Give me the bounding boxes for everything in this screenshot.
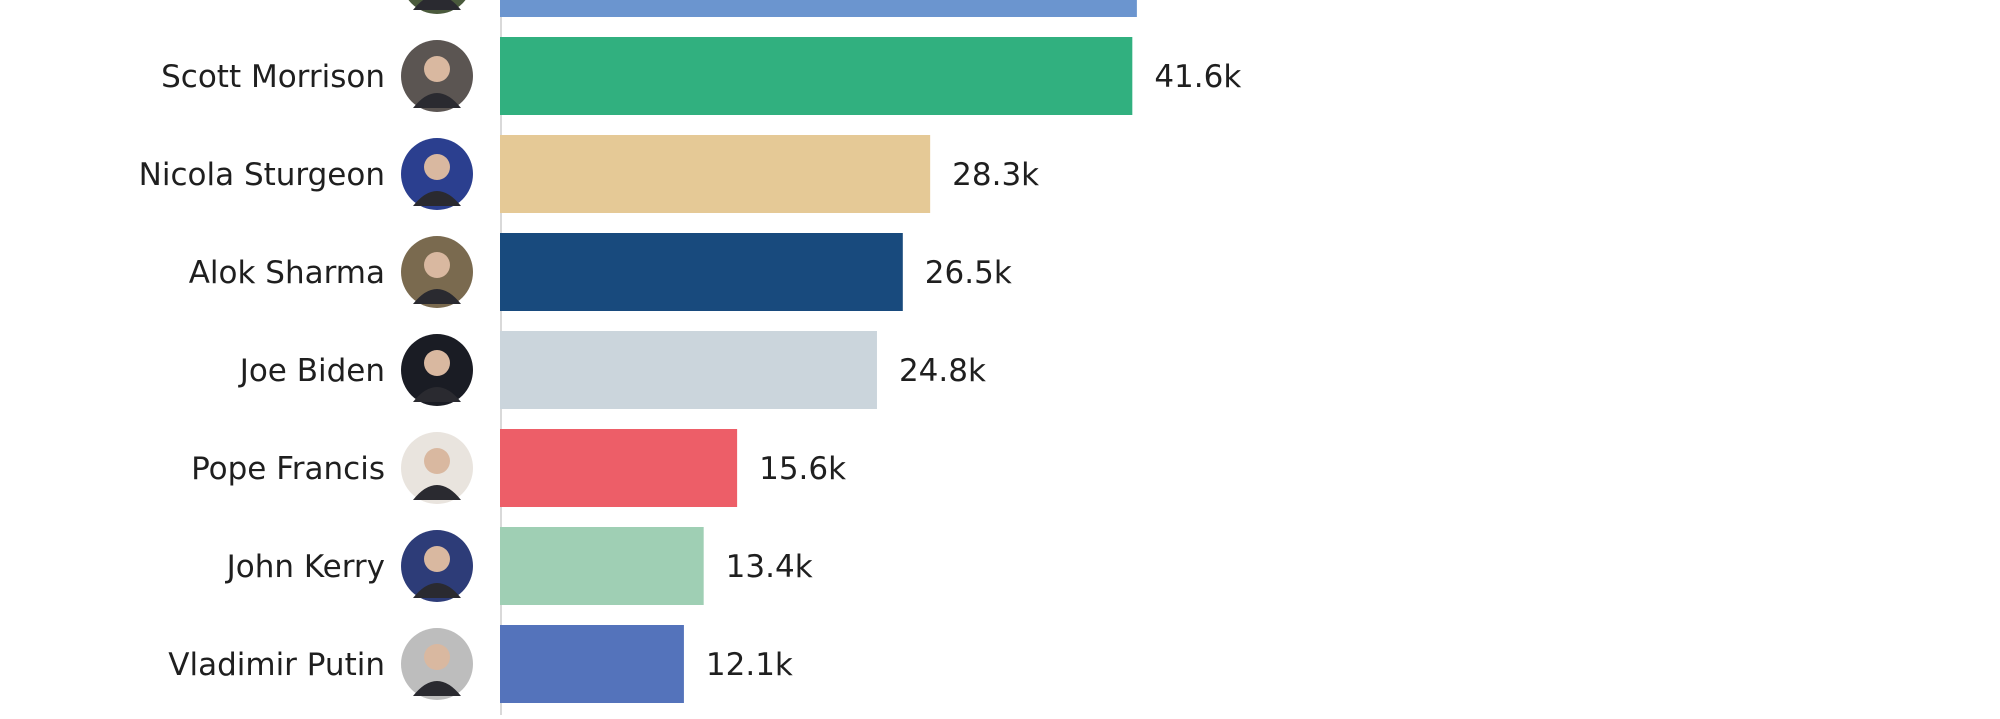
bar-pope-francis bbox=[500, 429, 738, 507]
bar-joe-biden bbox=[500, 331, 877, 409]
avatar-face-icon bbox=[424, 448, 450, 474]
avatar-shoulders-icon bbox=[413, 681, 461, 696]
value-label: 41.6k bbox=[1154, 59, 1241, 95]
bar-nicola-sturgeon bbox=[500, 135, 931, 213]
value-label: 28.3k bbox=[952, 157, 1039, 193]
bar-greta-thunberg bbox=[500, 0, 1137, 17]
avatar-shoulders-icon bbox=[413, 583, 461, 598]
avatar bbox=[401, 138, 473, 210]
avatar bbox=[401, 530, 473, 602]
avatar-face-icon bbox=[424, 252, 450, 278]
avatar bbox=[401, 432, 473, 504]
avatar bbox=[401, 236, 473, 308]
avatar bbox=[401, 628, 473, 700]
avatar-face-icon bbox=[424, 644, 450, 670]
category-label: Scott Morrison bbox=[161, 59, 385, 95]
bar-john-kerry bbox=[500, 527, 704, 605]
category-label: John Kerry bbox=[225, 549, 385, 585]
avatar-shoulders-icon bbox=[413, 93, 461, 108]
bar-scott-morrison bbox=[500, 37, 1133, 115]
category-label: Joe Biden bbox=[238, 353, 385, 389]
avatar-face-icon bbox=[424, 350, 450, 376]
avatar bbox=[401, 334, 473, 406]
avatar bbox=[408, 0, 466, 14]
avatar-face-icon bbox=[424, 154, 450, 180]
avatar-shoulders-icon bbox=[413, 191, 461, 206]
category-label: Vladimir Putin bbox=[168, 647, 385, 683]
avatar-face-icon bbox=[424, 56, 450, 82]
avatars-group bbox=[401, 0, 473, 700]
avatar-shoulders-icon bbox=[413, 485, 461, 500]
category-label: Alok Sharma bbox=[189, 255, 385, 291]
value-label: 26.5k bbox=[925, 255, 1012, 291]
value-label: 13.4k bbox=[726, 549, 813, 585]
category-label: Nicola Sturgeon bbox=[139, 157, 385, 193]
value-label: 15.6k bbox=[759, 451, 846, 487]
avatar-shoulders-icon bbox=[413, 387, 461, 402]
avatar-face-icon bbox=[424, 546, 450, 572]
bar-alok-sharma bbox=[500, 233, 903, 311]
bars-group bbox=[500, 0, 1137, 703]
avatar bbox=[401, 40, 473, 112]
avatar-shoulders-icon bbox=[413, 289, 461, 304]
value-label: 24.8k bbox=[899, 353, 986, 389]
value-label: 12.1k bbox=[706, 647, 793, 683]
avatar-shoulders-icon bbox=[413, 0, 461, 10]
category-label: Pope Francis bbox=[191, 451, 385, 487]
bar-vladimir-putin bbox=[500, 625, 684, 703]
